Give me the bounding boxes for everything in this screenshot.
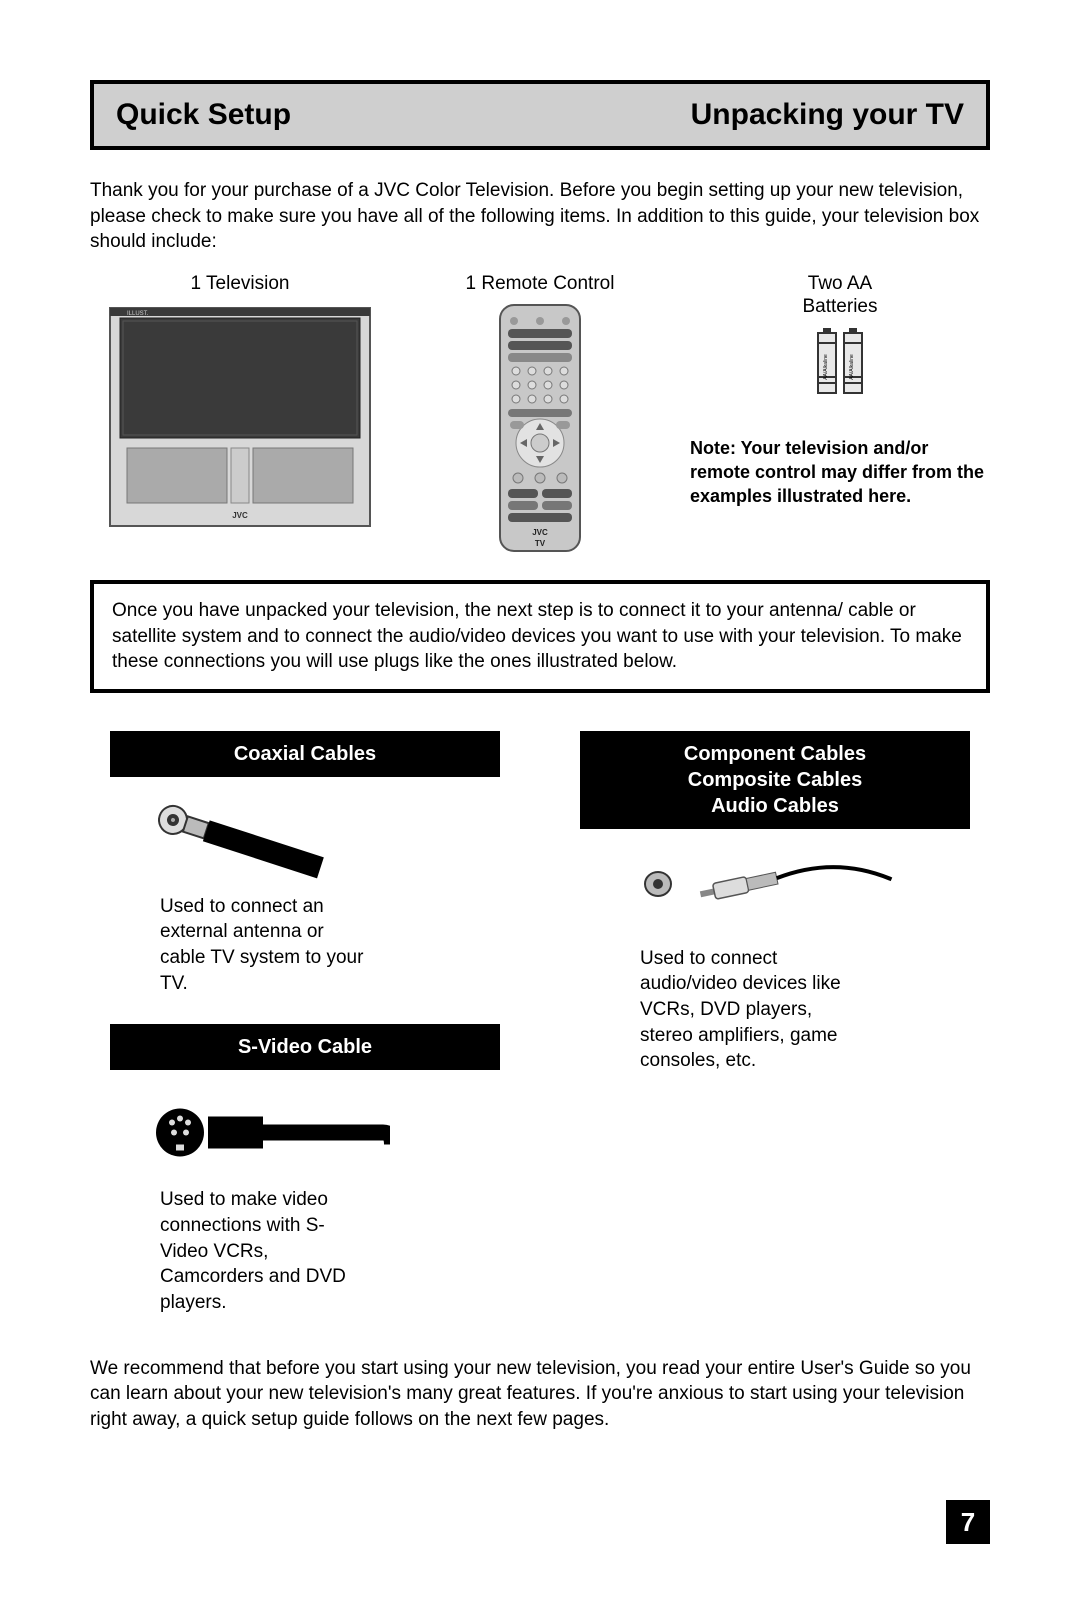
component-heading-line2: Composite Cables — [688, 769, 862, 791]
svg-text:ILLUST.: ILLUST. — [127, 311, 149, 317]
item-remote: 1 Remote Control — [415, 273, 665, 558]
coaxial-heading: Coaxial Cables — [110, 731, 500, 777]
television-icon: JVC ILLUST. — [105, 303, 375, 533]
intro-text: Thank you for your purchase of a JVC Col… — [90, 178, 990, 255]
page-number: 7 — [946, 1500, 990, 1544]
item-remote-label: 1 Remote Control — [415, 273, 665, 295]
item-television-label: 1 Television — [90, 273, 390, 295]
header-bar: Quick Setup Unpacking your TV — [90, 80, 990, 150]
batteries-icon: AA/Alkaline AA/Alkaline — [810, 327, 870, 397]
item-batteries-label: Two AA Batteries — [690, 273, 990, 319]
cables-left-col: Coaxial Cables Used to connect an extern… — [110, 731, 500, 1316]
batteries-label-line2: Batteries — [803, 296, 878, 317]
coaxial-desc: Used to connect an external antenna or c… — [110, 894, 390, 997]
cables-section: Coaxial Cables Used to connect an extern… — [90, 731, 990, 1316]
svg-text:AA/Alkaline: AA/Alkaline — [823, 354, 829, 380]
header-right: Unpacking your TV — [691, 98, 964, 132]
items-note: Note: Your television and/or remote cont… — [690, 436, 990, 509]
component-heading-line1: Component Cables — [684, 743, 866, 765]
cables-right-col: Component Cables Composite Cables Audio … — [580, 731, 970, 1316]
callout-box: Once you have unpacked your television, … — [90, 580, 990, 693]
svideo-cable-icon — [150, 1092, 390, 1172]
footer-text: We recommend that before you start using… — [90, 1356, 990, 1433]
component-desc: Used to connect audio/video devices like… — [580, 946, 880, 1074]
coaxial-cable-icon — [150, 799, 350, 879]
item-batteries: Two AA Batteries AA/Alkaline AA/Alkaline — [690, 273, 990, 558]
remote-icon: JVC TV — [490, 303, 590, 553]
included-items: 1 Television JVC ILLUST. 1 Remote Contro… — [90, 273, 990, 558]
svideo-heading: S-Video Cable — [110, 1024, 500, 1070]
remote-brand-label: JVC — [532, 528, 548, 537]
component-heading-line3: Audio Cables — [711, 795, 839, 817]
tv-brand-label: JVC — [232, 511, 248, 520]
item-television: 1 Television JVC ILLUST. — [90, 273, 390, 558]
component-heading: Component Cables Composite Cables Audio … — [580, 731, 970, 829]
header-left: Quick Setup — [116, 98, 291, 132]
batteries-label-line1: Two AA — [808, 273, 872, 294]
rca-cable-icon — [640, 851, 900, 931]
svideo-desc: Used to make video connections with S-Vi… — [110, 1187, 390, 1315]
svg-text:AA/Alkaline: AA/Alkaline — [849, 354, 855, 380]
remote-sublabel: TV — [535, 539, 546, 548]
